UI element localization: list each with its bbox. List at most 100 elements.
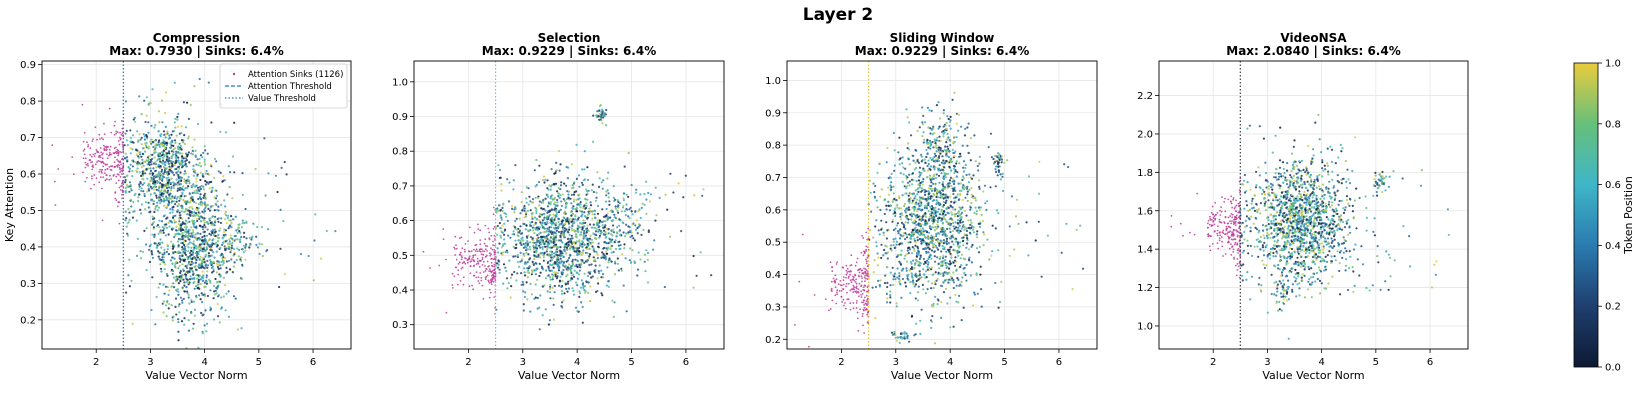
token-point [135,153,138,156]
token-point [225,221,228,225]
token-point [591,245,594,248]
sink-point [490,234,493,237]
token-point [530,273,534,276]
token-point [558,209,561,212]
token-point [559,234,562,237]
token-point [582,219,585,222]
token-point [567,222,571,225]
token-point [536,226,539,229]
sink-point [490,253,492,256]
token-point [607,227,610,231]
token-point [895,199,898,202]
token-point [166,300,169,303]
token-point [535,255,538,258]
token-point [235,229,238,232]
token-point [264,194,267,197]
token-point [178,264,181,267]
token-point [569,270,573,273]
token-point [163,140,166,143]
token-point [910,272,913,275]
token-point [605,247,608,250]
token-point [181,237,184,240]
token-point [614,247,618,251]
token-point [280,166,283,169]
sink-point [115,199,118,202]
token-point [162,166,165,169]
sink-point [51,144,54,147]
token-point [534,283,537,286]
token-point [613,301,616,304]
token-point [560,290,564,293]
token-point [607,171,610,174]
token-point [186,101,189,104]
token-point [596,253,599,256]
token-point [565,275,568,278]
token-point [572,289,575,292]
token-point [605,227,608,230]
sink-point [492,269,495,272]
token-point [580,222,583,226]
token-point [154,169,157,172]
token-point [942,274,945,277]
token-point [499,209,502,212]
token-point [547,274,550,277]
token-point [903,202,907,205]
token-point [504,228,507,231]
token-point [925,207,929,210]
token-point [604,241,608,244]
token-point [164,234,167,237]
token-point [538,200,541,203]
token-point [924,215,928,219]
token-point [162,172,165,175]
token-point [942,215,945,218]
token-point [258,242,261,245]
token-point [207,207,210,210]
token-point [936,278,939,281]
token-point [565,243,568,246]
sink-point [119,138,122,141]
token-point [529,236,533,239]
token-point [963,228,966,231]
token-point [151,223,154,226]
token-point [556,198,559,202]
token-point [178,199,181,202]
sink-point [92,138,94,141]
token-point [214,234,217,238]
token-point [167,176,170,179]
token-point [213,228,217,231]
sink-point [108,107,111,110]
token-point [240,277,243,280]
token-point [131,216,134,219]
sink-point [121,193,123,196]
token-point [922,257,926,261]
token-point [167,293,170,296]
token-point [551,275,554,278]
token-point [256,225,259,229]
token-point [933,193,936,197]
token-point [223,240,226,243]
token-point [953,201,956,204]
token-point [213,157,217,160]
token-point [553,201,557,204]
token-point [990,156,994,159]
token-point [572,218,575,221]
token-point [157,255,160,258]
token-point [226,216,229,220]
sink-point [850,264,853,266]
token-point [932,182,935,185]
token-point [201,250,204,253]
token-point [528,271,531,274]
token-point [124,190,127,193]
token-point [610,260,613,263]
token-point [610,251,613,254]
token-point [129,163,132,166]
token-point [192,327,195,330]
token-point [547,195,550,198]
sink-point [461,256,463,259]
token-point [593,250,596,253]
sink-point [485,275,488,278]
token-point [150,187,153,190]
token-point [503,238,506,241]
token-point [953,171,956,174]
token-point [938,257,941,260]
